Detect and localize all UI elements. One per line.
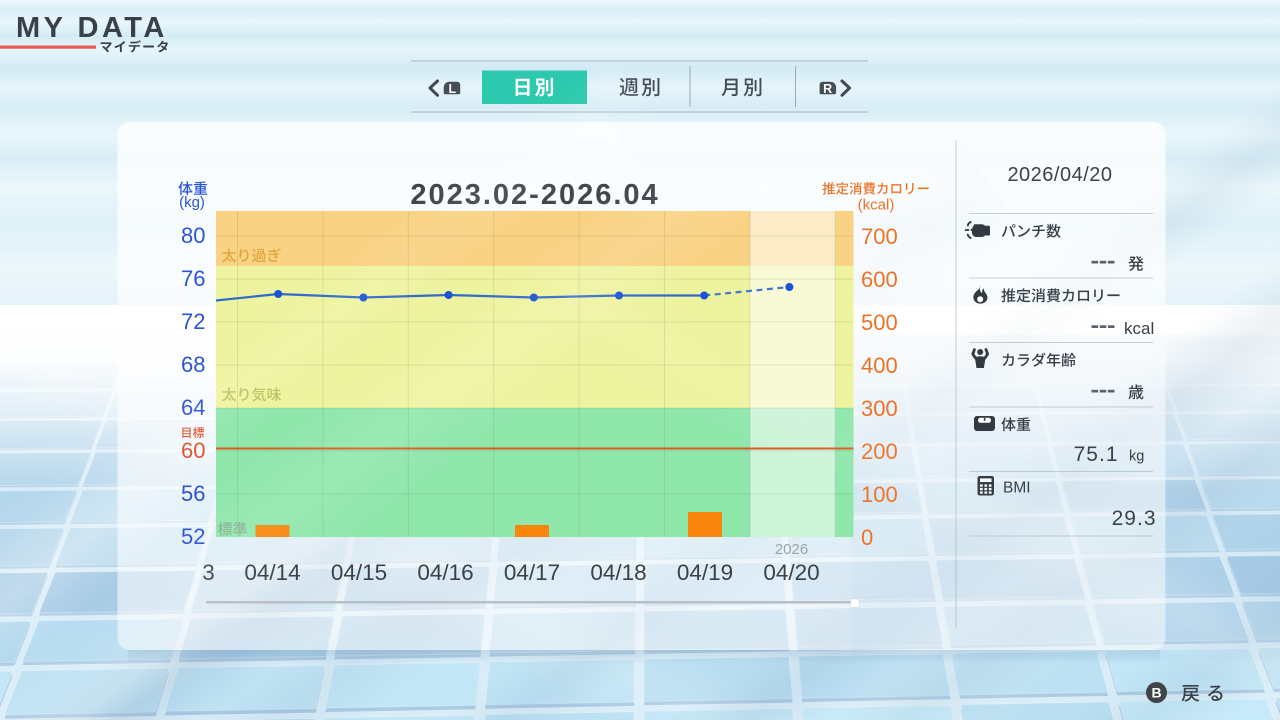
svg-text:R: R	[823, 82, 832, 96]
svg-text:04/17: 04/17	[504, 560, 560, 585]
svg-text:29.3: 29.3	[1112, 507, 1157, 530]
svg-text:(kcal): (kcal)	[858, 197, 895, 214]
svg-text:2026/04/20: 2026/04/20	[1007, 164, 1112, 186]
svg-text:04/15: 04/15	[331, 560, 387, 585]
svg-text:600: 600	[861, 267, 898, 292]
svg-text:700: 700	[861, 224, 898, 249]
svg-text:B: B	[1151, 685, 1161, 701]
svg-text:400: 400	[861, 353, 898, 378]
svg-text:04/18: 04/18	[590, 560, 646, 585]
svg-text:75.1: 75.1	[1074, 443, 1119, 466]
svg-text:0: 0	[861, 525, 873, 550]
svg-text:72: 72	[181, 309, 205, 334]
svg-text:80: 80	[181, 223, 205, 248]
svg-text:kg: kg	[1129, 449, 1144, 465]
svg-text:500: 500	[861, 310, 898, 335]
svg-text:04/20: 04/20	[763, 560, 819, 585]
svg-text:MY DATA: MY DATA	[16, 12, 168, 44]
svg-text:kcal: kcal	[1124, 319, 1154, 338]
svg-text:76: 76	[181, 266, 205, 291]
svg-text:04/16: 04/16	[417, 560, 473, 585]
svg-text:(kg): (kg)	[179, 194, 205, 211]
svg-text:04/19: 04/19	[677, 560, 733, 585]
svg-text:L: L	[448, 82, 456, 96]
svg-text:2026: 2026	[775, 541, 808, 558]
